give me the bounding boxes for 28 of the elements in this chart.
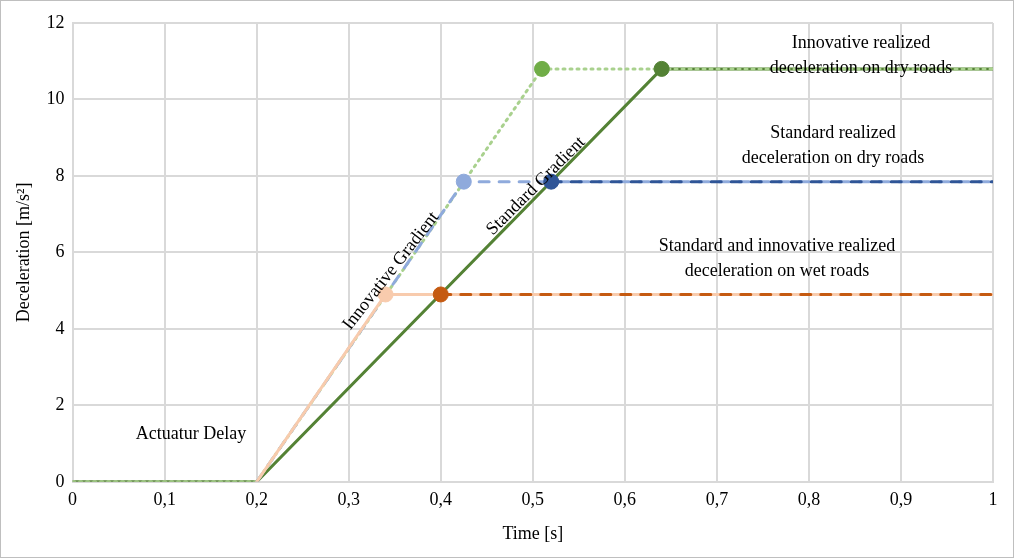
y-tick-label: 8 — [55, 164, 65, 185]
x-tick-label: 0,2 — [245, 489, 268, 510]
y-axis-title: Deceleration [m/s²] — [12, 182, 33, 323]
x-tick-label: 0,7 — [705, 489, 729, 510]
point — [653, 60, 670, 77]
x-tick-label: 0,4 — [429, 489, 453, 510]
x-tick-label: 0,9 — [889, 489, 913, 510]
point — [455, 173, 472, 190]
y-tick-label: 4 — [55, 317, 65, 338]
point — [534, 60, 550, 77]
y-tick-label: 12 — [46, 11, 65, 32]
y-tick-label: 2 — [55, 394, 65, 415]
x-axis-title: Time [s] — [502, 522, 564, 543]
y-tick-label: 0 — [55, 470, 65, 491]
x-tick-label: 0,3 — [337, 489, 360, 510]
x-tick-label: 0,6 — [613, 489, 637, 510]
y-tick-label: 10 — [46, 88, 65, 109]
annotation: Standard realized deceleration on dry roads — [741, 122, 925, 168]
annotation: Actuatur Delay — [135, 422, 247, 443]
annotation: Innovative realized deceleration on dry roads — [769, 32, 953, 78]
x-tick-label: 0,1 — [153, 489, 176, 510]
x-tick-label: 0,8 — [797, 489, 821, 510]
point — [432, 286, 449, 303]
x-tick-label: 0 — [68, 489, 78, 510]
x-tick-label: 1 — [988, 489, 998, 510]
y-tick-label: 6 — [55, 241, 65, 262]
annotation: Standard and innovative realized deceleration on wet roads — [658, 235, 896, 281]
x-tick-label: 0,5 — [521, 489, 545, 510]
